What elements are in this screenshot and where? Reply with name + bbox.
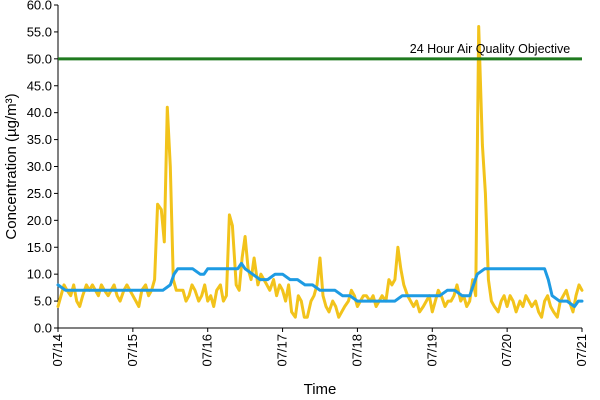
y-axis-ticks: 0.0 5.0 10.0 15.0 20.0 25.0 30.0 35.0 40.0 45.0 50… (27, 0, 58, 336)
x-tick-label: 07/21 (574, 334, 589, 367)
y-tick-label: 0.0 (34, 321, 52, 336)
objective-reference-label: 24 Hour Air Quality Objective (410, 42, 571, 56)
x-axis-ticks: 07/14 07/15 07/16 07/17 07/18 07/19 07/20 07/21 (50, 328, 589, 367)
series-line-1 (56, 25, 584, 319)
y-axis-title: Concentration (µg/m³) (3, 93, 20, 239)
y-tick-label: 40.0 (27, 105, 52, 120)
y-tick-label: 55.0 (27, 24, 52, 39)
y-tick-label: 5.0 (34, 294, 52, 309)
y-tick-label: 20.0 (27, 213, 52, 228)
x-tick-label: 07/16 (200, 334, 215, 367)
x-tick-label: 07/18 (349, 334, 364, 367)
series-layer (56, 25, 584, 319)
y-tick-label: 30.0 (27, 159, 52, 174)
x-tick-label: 07/14 (50, 334, 65, 367)
x-tick-label: 07/15 (125, 334, 140, 367)
y-tick-label: 50.0 (27, 51, 52, 66)
y-tick-label: 10.0 (27, 267, 52, 282)
y-tick-label: 35.0 (27, 132, 52, 147)
x-tick-label: 07/17 (275, 334, 290, 367)
x-tick-label: 07/19 (424, 334, 439, 367)
y-tick-label: 60.0 (27, 0, 52, 13)
y-tick-label: 25.0 (27, 186, 52, 201)
x-axis-title: Time (304, 381, 337, 398)
y-tick-label: 15.0 (27, 240, 52, 255)
y-tick-label: 45.0 (27, 78, 52, 93)
series-line-2 (56, 261, 584, 308)
x-tick-label: 07/20 (499, 334, 514, 367)
